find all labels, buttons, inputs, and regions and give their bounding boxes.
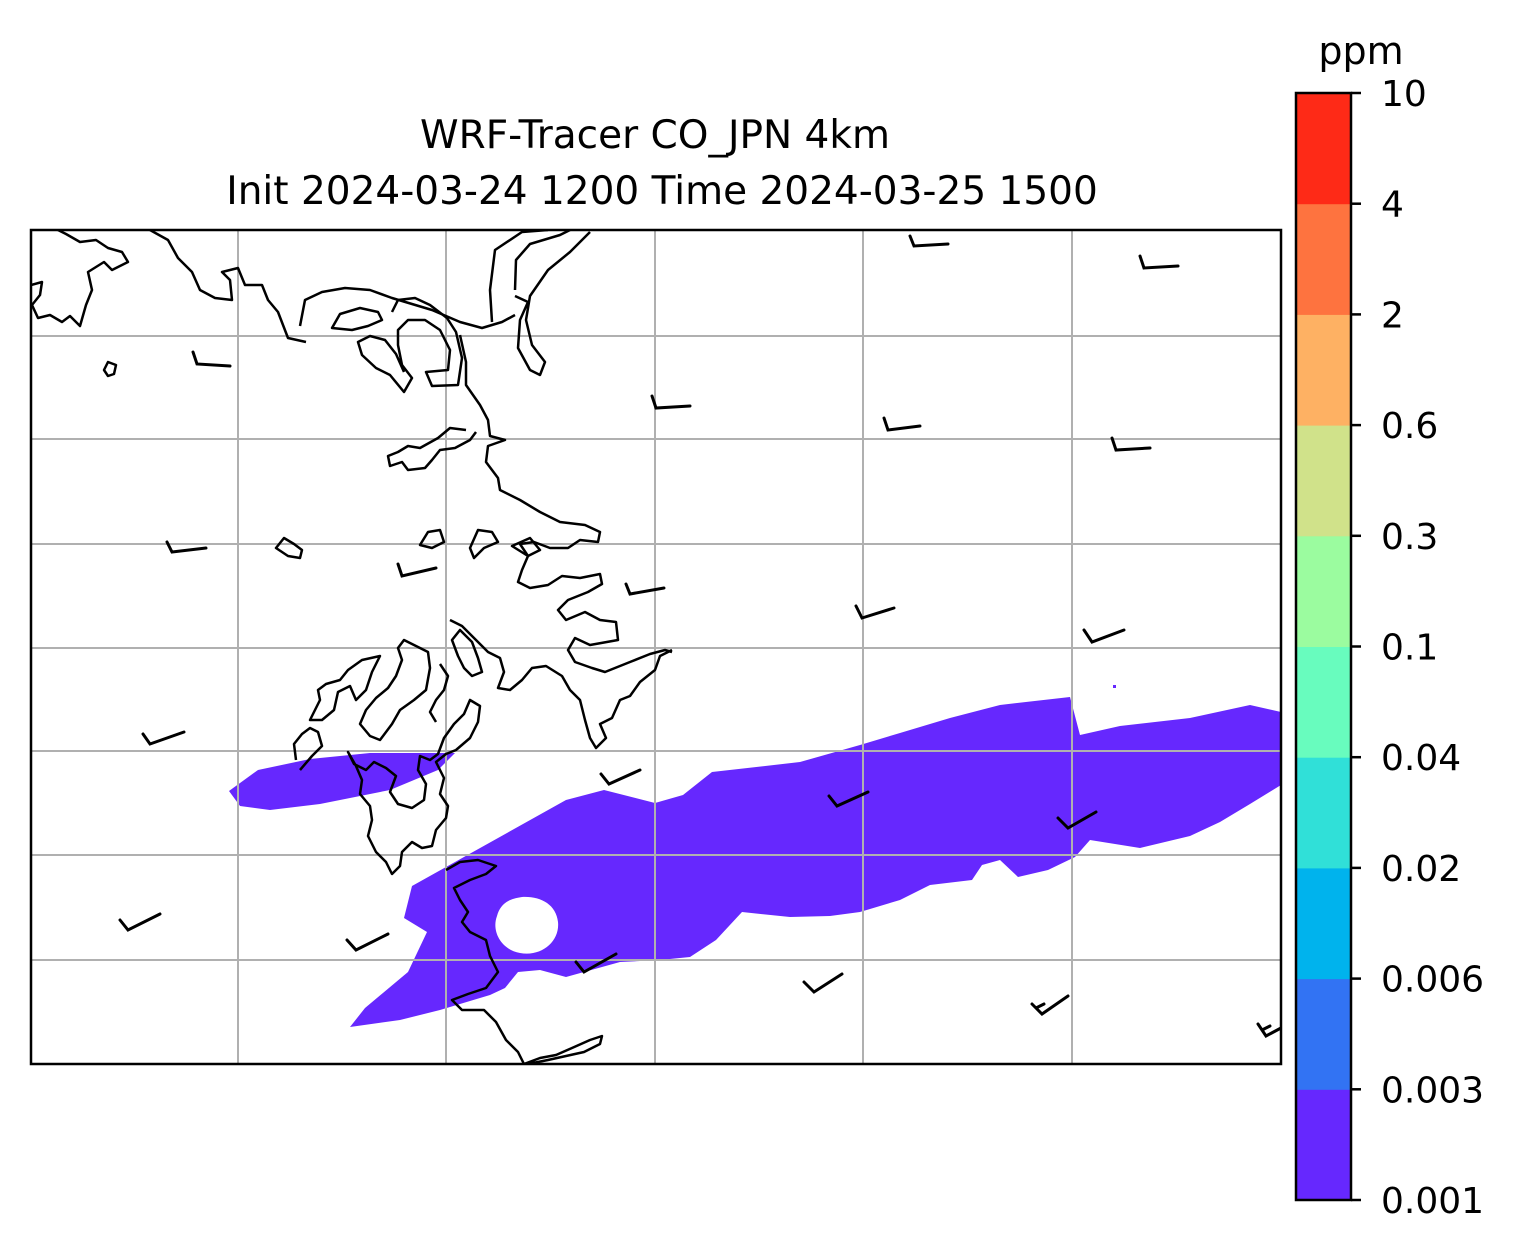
colorbar-tick-label: 0.02	[1381, 849, 1461, 890]
colorbar-unit-label: ppm	[1318, 29, 1403, 73]
plume-main	[350, 697, 1281, 1027]
wind-barb	[882, 416, 922, 432]
colorbar-tick-label: 0.3	[1381, 517, 1438, 558]
coastline-islands-mid	[418, 528, 542, 560]
colorbar-tick-label: 4	[1381, 185, 1404, 226]
wind-barb	[908, 234, 950, 248]
wind-barb	[141, 730, 186, 746]
colorbar-segment	[1296, 535, 1351, 647]
colorbar-segments	[1296, 93, 1351, 1201]
wind-barb	[396, 562, 438, 578]
coastline-peninsula	[356, 296, 464, 394]
colorbar-tick-label: 0.006	[1381, 960, 1484, 1001]
colorbar: 0.001 0.003 0.006 0.02 0.04 0.1 0.3 0.6 2 4 10 ppm	[1294, 29, 1484, 1222]
colorbar-tick-label: 10	[1381, 74, 1427, 115]
coastline-main-east	[458, 334, 673, 674]
colorbar-segment	[1296, 314, 1351, 426]
tracer-plume	[229, 685, 1281, 1027]
coastline-south-bay	[523, 1034, 604, 1064]
map-panel	[31, 230, 1281, 1064]
coastline-north-2	[149, 230, 307, 344]
plume-speck	[1113, 685, 1116, 688]
colorbar-segment	[1296, 757, 1351, 869]
coastlines	[31, 230, 673, 1064]
coastline-mid-west	[386, 426, 477, 472]
gridlines	[31, 230, 1281, 1064]
coastline-inlet-1	[488, 230, 549, 323]
wind-barb	[650, 394, 692, 410]
coastline-island-a	[330, 306, 384, 332]
colorbar-segment	[1296, 867, 1351, 980]
colorbar-tick-label: 0.001	[1381, 1181, 1484, 1222]
colorbar-segment	[1296, 646, 1351, 758]
wind-barb	[165, 540, 208, 554]
coastline-south-lakes	[428, 628, 484, 723]
coastline-north	[31, 230, 130, 328]
coastline-southwest	[358, 638, 432, 742]
coastline-island-c	[274, 536, 304, 560]
wind-barb	[191, 350, 232, 368]
wind-barb	[854, 604, 896, 620]
map-frame	[29, 228, 1283, 1066]
colorbar-ticks: 0.001 0.003 0.006 0.02 0.04 0.1 0.3 0.6 2 4 10	[1351, 74, 1484, 1222]
wind-barb	[574, 952, 618, 974]
coastline-inlet-3	[514, 231, 591, 377]
colorbar-tick-label: 0.04	[1381, 738, 1461, 779]
colorbar-tick-label: 2	[1381, 295, 1404, 336]
colorbar-tick-label: 0.6	[1381, 406, 1438, 447]
colorbar-segment	[1296, 93, 1351, 205]
coastline-south-tip	[445, 858, 526, 1064]
coastline-inlet-2	[513, 230, 571, 291]
title-line-2: Init 2024-03-24 1200 Time 2024-03-25 150…	[226, 169, 1098, 214]
wind-barbs	[118, 234, 1281, 1038]
wind-barb	[1256, 1022, 1281, 1038]
plume-west	[229, 753, 455, 810]
coastline-west-coast	[292, 654, 382, 771]
wind-barb	[599, 768, 642, 786]
wind-barb	[118, 912, 162, 932]
wind-barb	[827, 790, 870, 808]
coastline-island-b	[102, 360, 118, 378]
coastline-bay	[298, 286, 516, 330]
wind-barb	[802, 972, 844, 994]
coastline-south-main	[449, 618, 673, 750]
wind-barb	[1056, 810, 1098, 830]
wind-barb	[1138, 254, 1180, 270]
title-line-1: WRF-Tracer CO_JPN 4km	[420, 113, 890, 158]
colorbar-segment	[1296, 1089, 1351, 1201]
colorbar-tick-label: 0.003	[1381, 1070, 1484, 1111]
wind-barb	[1110, 436, 1152, 452]
colorbar-segment	[1296, 425, 1351, 537]
wind-barb	[1030, 994, 1070, 1016]
wind-barb	[624, 582, 666, 596]
wind-barb	[345, 932, 390, 952]
wind-barb	[1082, 628, 1126, 644]
colorbar-segment	[1296, 978, 1351, 1090]
colorbar-tick-label: 0.1	[1381, 628, 1438, 669]
colorbar-segment	[1296, 203, 1351, 315]
coastline-southwest-2	[346, 698, 482, 876]
